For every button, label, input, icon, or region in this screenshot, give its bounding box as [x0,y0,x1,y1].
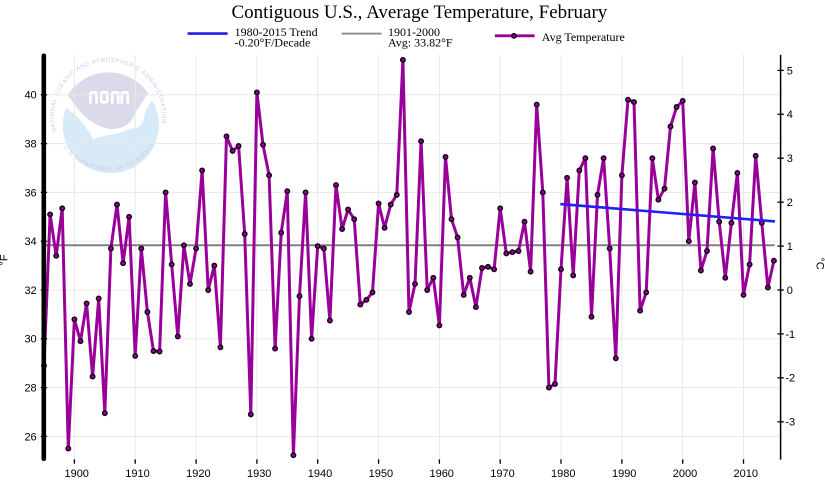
svg-text:40: 40 [24,90,36,102]
svg-text:38: 38 [24,139,36,151]
svg-text:1920: 1920 [186,468,210,480]
svg-text:28: 28 [24,383,36,395]
svg-text:1900: 1900 [64,468,88,480]
svg-text:1980-2015 Trend: 1980-2015 Trend [235,25,318,39]
svg-text:2000: 2000 [673,468,697,480]
svg-text:-0.20°F/Decade: -0.20°F/Decade [235,35,311,49]
svg-text:Contiguous U.S., Average Tempe: Contiguous U.S., Average Temperature, Fe… [232,2,608,23]
svg-text:34: 34 [24,236,36,248]
svg-text:1901-2000: 1901-2000 [388,25,440,39]
svg-text:30: 30 [24,334,36,346]
svg-text:Avg Temperature: Avg Temperature [542,30,625,44]
svg-text:36: 36 [24,187,36,199]
svg-text:1970: 1970 [490,468,514,480]
svg-text:5: 5 [787,65,793,77]
svg-text:1990: 1990 [612,468,636,480]
svg-text:3: 3 [787,153,793,165]
svg-text:4: 4 [787,109,793,121]
svg-text:1: 1 [787,241,793,253]
svg-text:26: 26 [24,431,36,443]
svg-text:-3: -3 [785,417,795,429]
svg-text:°F: °F [0,254,10,265]
svg-text:2010: 2010 [734,468,758,480]
svg-text:-2: -2 [785,373,795,385]
svg-text:32: 32 [24,285,36,297]
svg-text:1960: 1960 [429,468,453,480]
svg-text:2: 2 [787,197,793,209]
svg-text:°C: °C [813,257,825,269]
svg-text:1980: 1980 [551,468,575,480]
svg-text:-1: -1 [785,329,795,341]
svg-text:0: 0 [787,285,793,297]
svg-text:1940: 1940 [308,468,332,480]
svg-text:1930: 1930 [247,468,271,480]
svg-text:1950: 1950 [369,468,393,480]
svg-text:1910: 1910 [125,468,149,480]
svg-text:Avg: 33.82°F: Avg: 33.82°F [388,35,453,49]
